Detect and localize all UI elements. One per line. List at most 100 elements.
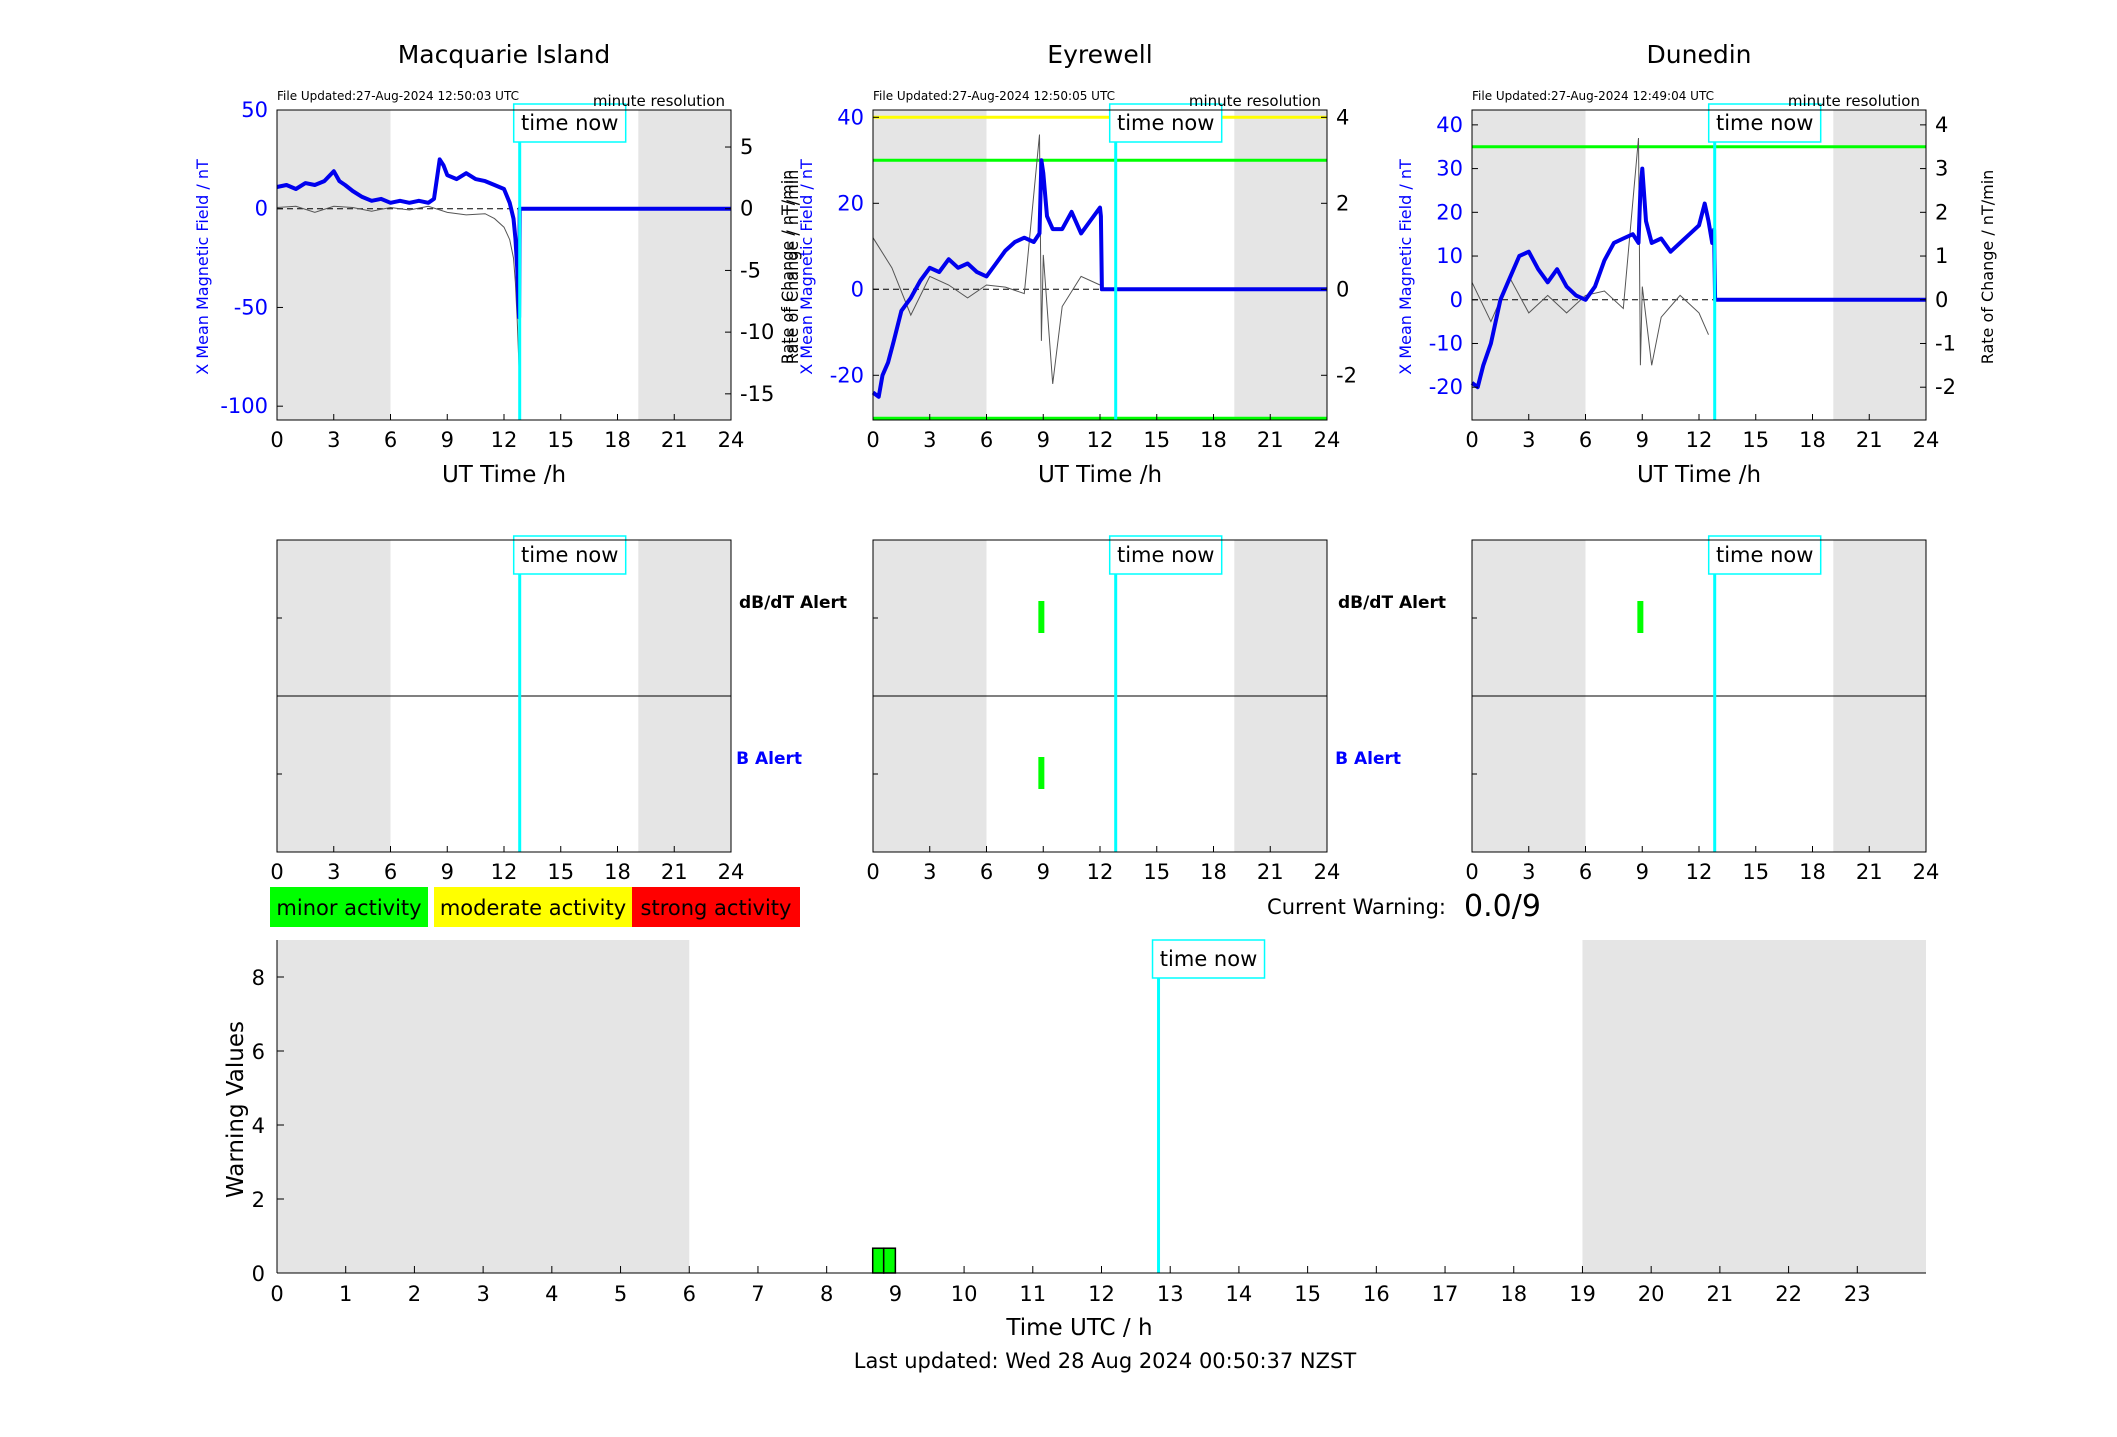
minute-resolution-text: minute resolution (593, 92, 725, 110)
x-tick-label: 6 (980, 860, 993, 884)
y-axis-label-right: Rate of Change / nT/min (1978, 170, 1997, 365)
x-tick-label: 3 (923, 428, 936, 452)
station-title: Macquarie Island (398, 40, 611, 69)
x-tick-label: 21 (1257, 428, 1284, 452)
x-tick-label: 11 (1019, 1282, 1046, 1306)
file-updated-text: File Updated:27-Aug-2024 12:50:03 UTC (277, 89, 519, 103)
x-tick-label: 12 (1686, 860, 1713, 884)
dbdt-alert-mark (1038, 601, 1045, 633)
y-tick-label-left: 50 (241, 98, 268, 122)
y-tick-label: 8 (252, 966, 265, 990)
night-band (1582, 940, 1926, 1273)
legend-label: minor activity (276, 896, 421, 920)
x-tick-label: 12 (1088, 1282, 1115, 1306)
alert-panel-3: time now 0 3 6 9 12 15 18 21 24 (1465, 535, 1939, 884)
x-tick-label: 18 (1799, 428, 1826, 452)
time-now-label: time now (1716, 543, 1813, 567)
x-tick-label: 8 (820, 1282, 833, 1306)
x-tick-label: 15 (547, 860, 574, 884)
y-tick-label-right: 0 (1935, 288, 1948, 312)
y-tick-label-right: 4 (1336, 105, 1349, 129)
x-tick-label: 5 (614, 1282, 627, 1306)
station-title: Dunedin (1647, 40, 1752, 69)
x-tick-label: 7 (751, 1282, 764, 1306)
night-band (277, 110, 391, 420)
x-tick-label: 0 (270, 860, 283, 884)
x-tick-label: 15 (1143, 428, 1170, 452)
x-tick-label: 10 (951, 1282, 978, 1306)
x-tick-label: 24 (1314, 428, 1341, 452)
night-band (277, 940, 690, 1273)
y-tick-label-left: -20 (1429, 375, 1463, 399)
x-tick-label: 12 (1686, 428, 1713, 452)
x-tick-label: 20 (1638, 1282, 1665, 1306)
y-tick-label-right: 0 (1336, 277, 1349, 301)
x-tick-label: 17 (1432, 1282, 1459, 1306)
x-axis-label: UT Time /h (1038, 462, 1162, 488)
rate-of-change-series (872, 134, 1101, 384)
x-tick-label: 0 (270, 428, 283, 452)
x-tick-label: 18 (1200, 860, 1227, 884)
x-tick-label: 3 (327, 860, 340, 884)
time-now-label-box (512, 535, 627, 575)
x-tick-label: 21 (1257, 860, 1284, 884)
b-alert-label: B Alert (1335, 749, 1401, 769)
x-tick-label: 9 (889, 1282, 902, 1306)
y-tick-label-right: -2 (1935, 375, 1956, 399)
x-axis-label: UT Time /h (442, 462, 566, 488)
y-axis-label-right: Rate of Change / nT/min (778, 170, 797, 365)
night-band (1234, 110, 1327, 420)
x-tick-label: 18 (1500, 1282, 1527, 1306)
x-tick-label: 15 (1143, 860, 1170, 884)
time-now-label: time now (1117, 543, 1214, 567)
last-updated-text: Last updated: Wed 28 Aug 2024 00:50:37 N… (854, 1349, 1357, 1373)
x-tick-label: 0 (270, 1282, 283, 1306)
x-tick-label: 24 (718, 428, 745, 452)
x-tick-label: 24 (718, 860, 745, 884)
y-axis-label-left: X Mean Magnetic Field / nT (193, 159, 212, 375)
y-tick-label-left: 20 (837, 191, 864, 215)
x-tick-label: 4 (545, 1282, 558, 1306)
y-tick-label-right: -1 (1935, 331, 1956, 355)
y-tick-label-right: -2 (1336, 363, 1357, 387)
y-tick-label-right: -5 (740, 258, 761, 282)
x-tick-label: 24 (1314, 860, 1341, 884)
x-tick-label: 18 (604, 428, 631, 452)
x-tick-label: 6 (1579, 860, 1592, 884)
b-alert-label: B Alert (736, 749, 802, 769)
y-tick-label-right: 4 (1935, 113, 1948, 137)
y-tick-label-right: -10 (740, 320, 774, 344)
x-tick-label: 12 (1087, 428, 1114, 452)
x-tick-label: 6 (1579, 428, 1592, 452)
x-tick-label: 9 (1037, 428, 1050, 452)
x-tick-label: 6 (683, 1282, 696, 1306)
time-now-label-box (1151, 939, 1266, 979)
y-tick-label: 4 (252, 1114, 265, 1138)
dbdt-alert-label: dB/dT Alert (739, 593, 847, 613)
x-tick-label: 9 (1037, 860, 1050, 884)
y-axis-label-left: X Mean Magnetic Field / nT (797, 159, 816, 375)
x-tick-label: 12 (1087, 860, 1114, 884)
y-axis-label-right: Rate of Change / nT/min (783, 170, 802, 365)
x-tick-label: 14 (1226, 1282, 1253, 1306)
x-axis-label: UT Time /h (1637, 462, 1761, 488)
y-axis-label-left: X Mean Magnetic Field / nT (1396, 159, 1415, 375)
x-tick-label: 15 (1742, 428, 1769, 452)
x-tick-label: 0 (1465, 860, 1478, 884)
rate-of-change-series (1471, 137, 1709, 366)
x-tick-label: 13 (1157, 1282, 1184, 1306)
y-tick-label-left: -20 (830, 363, 864, 387)
x-tick-label: 0 (866, 860, 879, 884)
y-tick-label-left: 30 (1436, 157, 1463, 181)
x-tick-label: 21 (1856, 860, 1883, 884)
y-tick-label-right: -15 (740, 382, 774, 406)
x-tick-label: 15 (1742, 860, 1769, 884)
y-tick-label-left: 40 (837, 105, 864, 129)
x-tick-label: 12 (491, 860, 518, 884)
time-now-label: time now (1716, 111, 1813, 135)
file-updated-text: File Updated:27-Aug-2024 12:50:05 UTC (873, 89, 1115, 103)
y-tick-label-right: 3 (1935, 157, 1948, 181)
